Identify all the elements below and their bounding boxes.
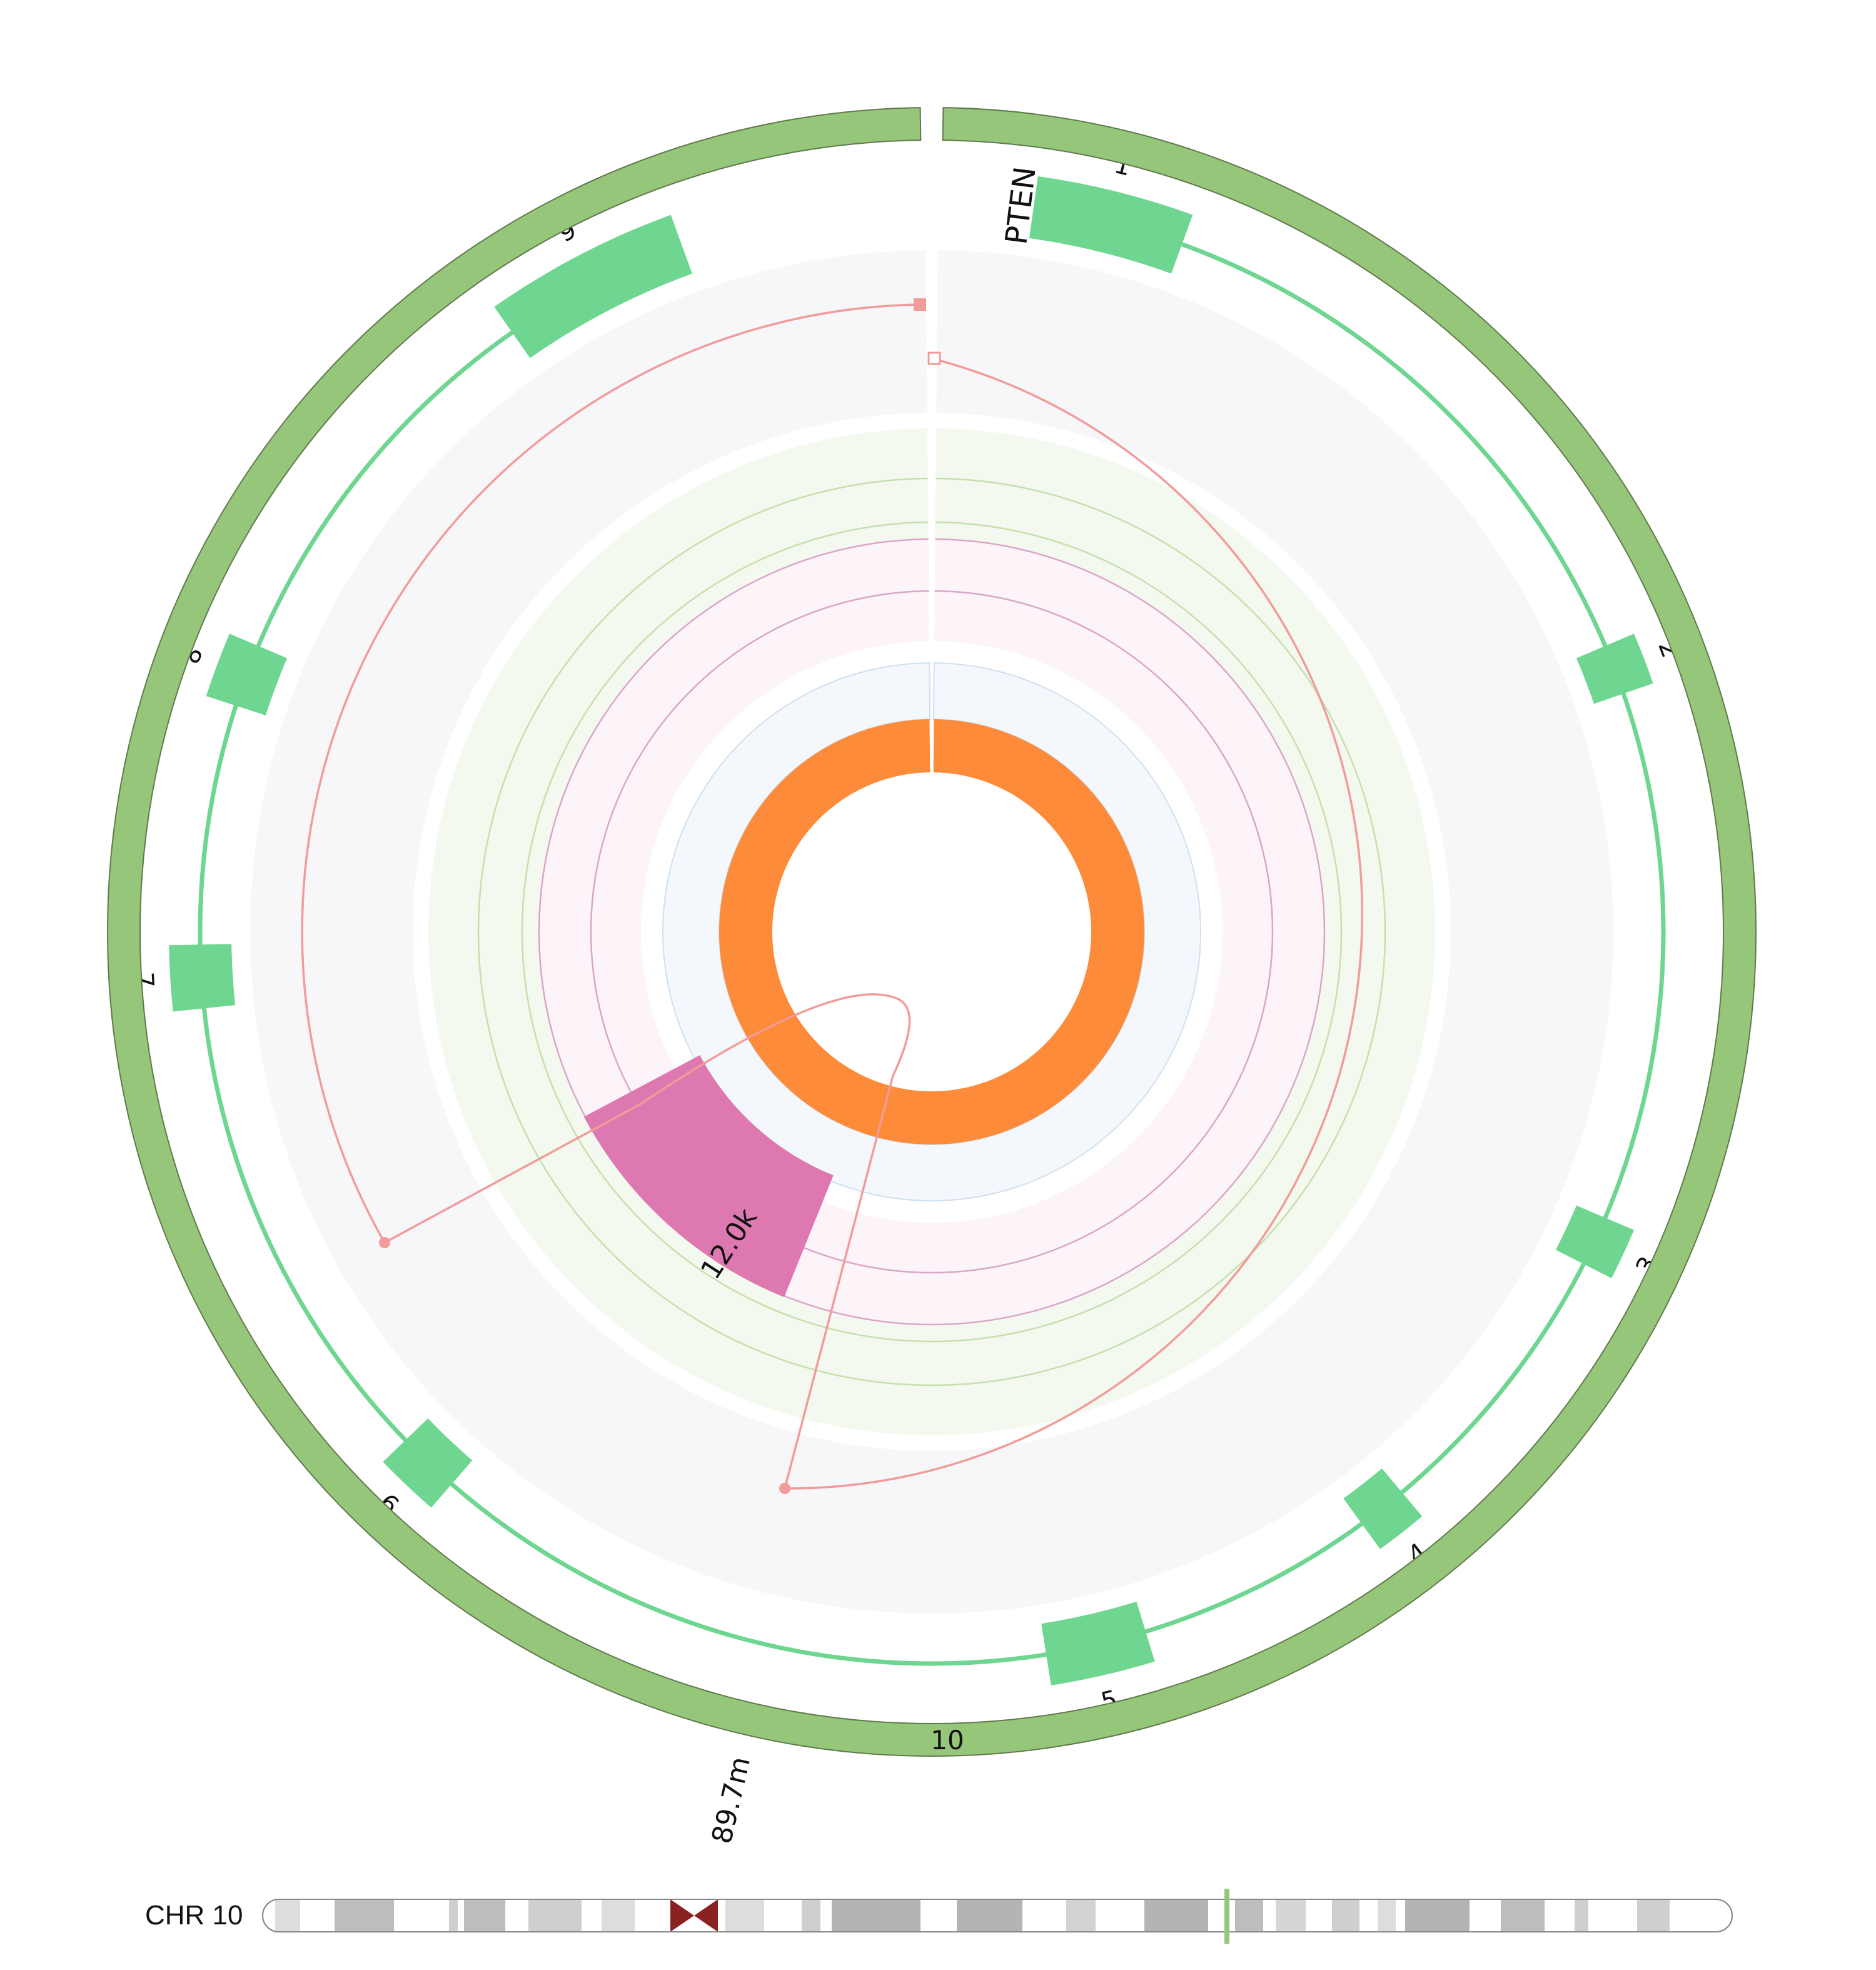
structural-variant-track	[301, 298, 1364, 1494]
inner-ring	[719, 719, 1145, 1145]
ideogram-band	[528, 1899, 582, 1932]
green-band-gridline	[521, 521, 1343, 1343]
ideogram-band	[1575, 1899, 1588, 1932]
chromosome-label: 10	[930, 1725, 964, 1755]
centromere-left	[670, 1899, 694, 1932]
exon-3	[1555, 1205, 1635, 1278]
sv-arc	[784, 358, 1364, 1490]
ideogram-label: CHR 10	[145, 1900, 243, 1931]
exon-8	[206, 634, 288, 715]
ideogram-outline	[262, 1899, 1733, 1932]
coverage-bar	[583, 1055, 834, 1298]
exon-7	[169, 944, 236, 1012]
exon-1	[1029, 176, 1193, 274]
ideogram-band	[602, 1899, 635, 1932]
ideogram-band	[1144, 1899, 1208, 1932]
ideogram-band	[1501, 1899, 1545, 1932]
coverage-track	[583, 1055, 834, 1298]
exon-9	[494, 215, 692, 358]
ideogram-position-marker	[1224, 1889, 1229, 1944]
chromosome-ring	[107, 107, 1757, 1757]
ideogram-band	[1276, 1899, 1306, 1932]
exon-4	[1343, 1468, 1423, 1550]
ideogram-band	[1332, 1899, 1359, 1932]
ideogram-band	[957, 1899, 1022, 1932]
exon-6	[383, 1418, 473, 1508]
sv-marker-open	[927, 351, 941, 365]
ideogram-band	[1378, 1899, 1396, 1932]
inner-ring-segment	[719, 719, 1145, 1145]
sv-marker-filled	[914, 298, 926, 311]
ideogram-band	[335, 1899, 394, 1932]
ideogram-band	[802, 1899, 820, 1932]
exon-5	[1041, 1602, 1155, 1685]
ideogram-band	[1235, 1899, 1263, 1932]
chromosome-ideogram: CHR 10	[145, 1889, 1733, 1944]
sv-link	[384, 993, 911, 1489]
ideogram-band	[1637, 1899, 1670, 1932]
chromosome-segment	[107, 107, 1757, 1757]
track-bands	[250, 250, 1613, 1614]
ideogram-band	[275, 1899, 300, 1932]
ideogram-band	[725, 1899, 764, 1932]
position-label: 89.7m	[706, 1754, 757, 1847]
ideogram-band	[1405, 1899, 1470, 1932]
ideogram-band	[464, 1899, 505, 1932]
exon-2	[1576, 634, 1653, 704]
ideogram-band	[1066, 1899, 1096, 1932]
pink-band-gridline	[538, 538, 1326, 1326]
centromere-right	[694, 1899, 718, 1932]
sv-arc	[301, 303, 922, 1243]
ideogram-band	[449, 1899, 458, 1932]
pink-band-gridline	[590, 590, 1274, 1274]
ideogram-band	[832, 1899, 920, 1932]
sv-endpoint	[779, 1483, 790, 1494]
sv-endpoint	[379, 1237, 390, 1248]
